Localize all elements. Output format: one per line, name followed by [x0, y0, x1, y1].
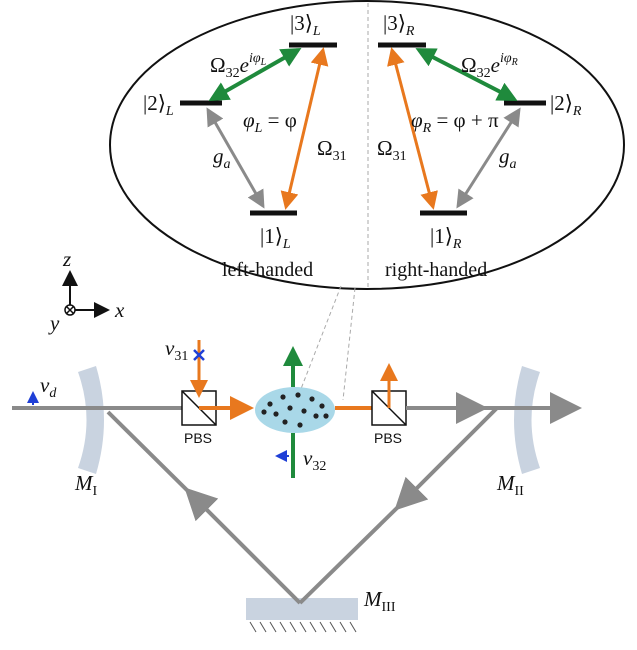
omega31-left-label: Ω31	[317, 136, 347, 164]
zoom-line	[342, 287, 356, 401]
mirror-m1-label: MI	[74, 471, 98, 499]
x-axis-label: x	[114, 298, 125, 322]
left-handed-scheme: |3⟩L |2⟩L |1⟩L Ω32eiφL φL = φ Ω31 ga lef…	[143, 11, 347, 281]
coupling-31-cross-icon	[193, 349, 205, 361]
level-scheme-ellipse	[109, 0, 625, 290]
beam-m3-m1	[184, 487, 302, 605]
zoom-line	[298, 285, 342, 395]
atoms	[261, 392, 329, 428]
nu-32-label: ν32	[303, 446, 326, 474]
left-handed-label: left-handed	[222, 259, 313, 281]
omega31-left-arrow	[280, 47, 329, 210]
pbs-left-label: PBS	[184, 430, 212, 446]
mirror-m3	[246, 598, 358, 620]
coordinate-axes: z x y	[48, 247, 125, 335]
level-2-right-label: |2⟩R	[550, 91, 582, 119]
z-axis-label: z	[62, 247, 71, 271]
level-3-right-label: |3⟩R	[383, 11, 415, 39]
omega32-right-label: Ω32eiφR	[461, 51, 518, 81]
mirror-m2-label: MII	[496, 471, 524, 499]
level-2-left-label: |2⟩L	[143, 91, 174, 119]
ga-left-label: ga	[213, 144, 231, 172]
level-1-left-label: |1⟩L	[260, 224, 291, 252]
atomic-ensemble	[255, 387, 335, 433]
ga-right-label: ga	[499, 144, 517, 172]
mirror-m1	[78, 366, 104, 474]
beam-m2-m3	[394, 406, 499, 511]
y-axis-label: y	[48, 311, 60, 335]
omega31-right-arrow	[387, 47, 438, 210]
pbs-right-label: PBS	[374, 430, 402, 446]
y-axis-cross	[65, 305, 75, 315]
beam-m3-m1-b	[106, 410, 202, 505]
omega31-right-label: Ω31	[377, 136, 407, 164]
omega32-left-label: Ω32eiφL	[210, 51, 267, 81]
mirror-m3-hatch	[249, 621, 357, 633]
ga-left-arrow	[206, 107, 265, 209]
level-scheme: |3⟩L |2⟩L |1⟩L Ω32eiφL φL = φ Ω31 ga lef…	[109, 0, 625, 290]
mirror-m2	[514, 366, 540, 474]
ga-right-arrow	[456, 107, 521, 209]
right-handed-label: right-handed	[385, 259, 487, 281]
beam-m2-m3-b	[298, 503, 402, 605]
right-handed-scheme: |3⟩R |2⟩R |1⟩R Ω32eiφR φR = φ + π Ω31 ga…	[377, 11, 582, 281]
level-3-left-label: |3⟩L	[290, 11, 321, 39]
phase-left-label: φL = φ	[243, 108, 297, 136]
ring-cavity: PBS PBS νd ν31 ν32	[12, 336, 582, 633]
level-1-right-label: |1⟩R	[430, 224, 462, 252]
mirror-m3-label: MIII	[363, 587, 396, 615]
phase-right-label: φR = φ + π	[411, 108, 499, 136]
nu-31-label: ν31	[165, 336, 188, 364]
nu-d-label: νd	[40, 373, 57, 401]
